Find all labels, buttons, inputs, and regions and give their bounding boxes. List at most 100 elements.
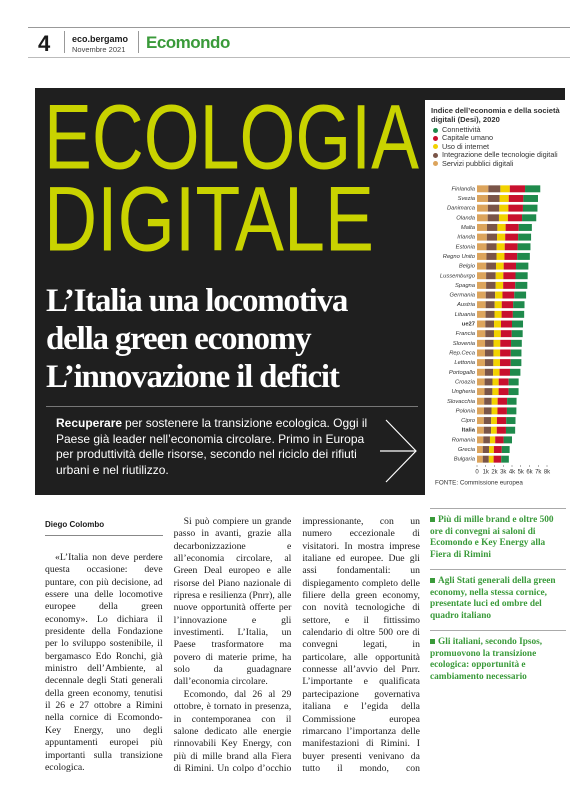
bar-segment — [512, 310, 525, 318]
bar-segment — [514, 291, 527, 299]
bar-segment — [477, 446, 483, 453]
bar-segment — [515, 272, 528, 280]
bar-segment — [477, 272, 487, 280]
bar-segment — [512, 320, 524, 328]
bar-segment — [482, 455, 489, 463]
legend-entry: Capitale umano — [433, 133, 561, 142]
bar-segment — [477, 397, 485, 405]
bar-segment — [505, 223, 519, 231]
bar-segment — [484, 388, 493, 396]
bar-segment — [508, 195, 524, 202]
category-label: ue27 — [462, 322, 475, 328]
legend-entry: Connettività — [433, 125, 561, 134]
bar-segment — [518, 223, 532, 231]
bar-segment — [486, 262, 496, 270]
bar-segment — [491, 407, 498, 415]
bar-segment — [487, 204, 500, 212]
bar-segment — [506, 407, 517, 415]
bar-segment — [486, 252, 497, 260]
kicker: ECOLOGIA DIGITALE — [44, 96, 419, 270]
bar-segment — [505, 426, 516, 434]
bar-segment — [510, 359, 522, 367]
legend-entry: Uso di internet — [433, 141, 561, 151]
bar-segment — [493, 330, 501, 338]
category-label: Malta — [461, 225, 476, 231]
bar-segment — [507, 214, 523, 222]
bar-segment — [508, 204, 523, 212]
kicker-line: ECOLOGIA — [44, 96, 419, 188]
chart-source: FONTE: Commissione europea — [435, 480, 523, 487]
bar-segment — [507, 397, 517, 405]
legend-label: Uso di internet — [442, 141, 490, 151]
bar-segment — [477, 388, 485, 396]
bar-segment — [494, 310, 502, 318]
sidebar-item: Gli italiani, secondo Ipsos, promuovono … — [430, 630, 566, 691]
bar-segment — [503, 281, 516, 289]
separator — [46, 406, 418, 407]
bar-segment — [477, 368, 485, 376]
bar-segment — [494, 320, 501, 328]
bar-segment — [525, 185, 541, 193]
bar-segment — [509, 185, 526, 193]
chart-panel: Indice dell’economia e della società dig… — [425, 100, 565, 495]
bar-segment — [505, 233, 519, 241]
bar-segment — [488, 455, 494, 463]
bar-segment — [503, 262, 517, 270]
bar-segment — [486, 281, 496, 289]
category-label: Polonia — [456, 408, 476, 414]
lead-text: per sostenere la transizione ecologica. … — [56, 416, 368, 477]
bar-segment — [508, 378, 519, 386]
bar-segment — [493, 359, 501, 367]
bar-segment — [518, 233, 532, 241]
bar-segment — [497, 397, 508, 405]
bar-segment — [487, 214, 499, 222]
bar-segment — [496, 417, 507, 425]
bar-segment — [504, 252, 518, 260]
category-label: Lettonia — [454, 360, 475, 366]
x-tick-label: 6k — [526, 470, 533, 476]
bar-segment — [499, 368, 510, 376]
x-tick-label: 3k — [500, 470, 507, 476]
bar-segment — [493, 446, 502, 453]
bar-segment — [488, 195, 500, 202]
bar-segment — [477, 185, 489, 193]
legend-entry: Servizi pubblici digitali — [433, 159, 561, 168]
legend: Connettività Capitale umano Uso di interne… — [433, 125, 561, 168]
bar-segment — [522, 214, 537, 222]
category-label: Cipro — [461, 418, 476, 424]
bar-segment — [508, 388, 519, 396]
bar-segment — [477, 320, 486, 328]
category-label: Finlandia — [451, 186, 475, 192]
legend-swatch — [433, 161, 438, 167]
category-label: Slovacchia — [447, 399, 476, 405]
bar-segment — [500, 349, 511, 357]
category-label: Olanda — [456, 215, 475, 221]
category-label: Lussemburgo — [440, 273, 476, 279]
bar-segment — [484, 349, 494, 357]
bar-segment — [500, 359, 511, 367]
bar-segment — [488, 446, 494, 453]
bar-segment — [501, 455, 509, 463]
x-tick-label: 4k — [509, 470, 516, 476]
bar-segment — [498, 388, 509, 396]
publication: eco.bergamo — [72, 34, 129, 44]
sidebar-text: Agli Stati generali della green economy,… — [430, 576, 556, 621]
paragraph: Ecomondo, dal 26 al 29 ottobre, è tornat… — [173, 516, 420, 774]
bar-segment — [486, 272, 496, 280]
bar-segment — [484, 378, 493, 386]
bar-segment — [477, 301, 486, 309]
kicker-line: DIGITALE — [44, 168, 374, 270]
category-label: Grecia — [458, 447, 476, 453]
bar-segment — [485, 310, 495, 318]
bar-segment — [501, 301, 514, 309]
sidebar: Più di mille brand e oltre 500 ore di co… — [430, 508, 566, 691]
bar-segment — [477, 310, 486, 318]
category-label: Ungheria — [451, 389, 475, 395]
header-separator — [138, 31, 139, 53]
bar-segment — [477, 330, 486, 338]
paragraph: «L’Italia non deve perdere questa occasi… — [45, 552, 163, 773]
bar-segment — [477, 436, 484, 444]
bar-segment — [486, 233, 498, 241]
chart-title: Indice dell’economia e della società dig… — [431, 106, 560, 124]
